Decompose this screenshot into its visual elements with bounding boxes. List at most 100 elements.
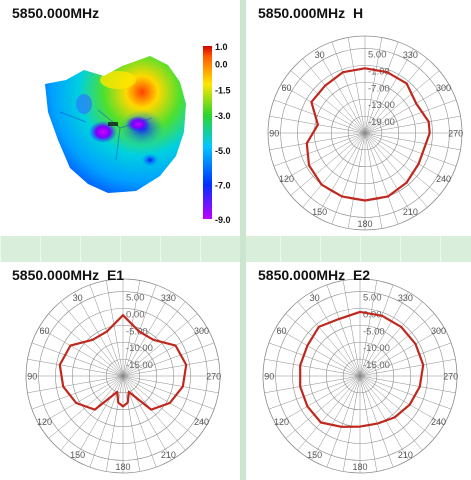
polar-ring-tick [406, 48, 414, 61]
polar-ring-tick [151, 284, 157, 297]
polar-radial-label: -5.00 [363, 326, 385, 337]
polar-ring-tick [105, 459, 109, 472]
polar-spoke [122, 375, 207, 391]
polar-ring-tick [38, 417, 51, 425]
polar-ring-tick [206, 390, 219, 394]
polar-spoke [317, 375, 361, 450]
polar-spoke [49, 333, 124, 377]
polar-spoke [122, 375, 166, 450]
polar-ring-tick [290, 187, 301, 196]
polar-ring-tick [297, 301, 306, 312]
polar-ring-tick [89, 455, 95, 468]
polar-ring-tick [326, 284, 332, 297]
polar-spoke [93, 296, 124, 377]
polar-spoke [286, 375, 361, 419]
polar-ring-tick [60, 301, 69, 312]
polar-angle-label: 300 [431, 326, 446, 336]
polar-spoke [310, 132, 366, 198]
polar-spoke [364, 132, 445, 163]
colorbar-label: -1.5 [215, 85, 231, 95]
polar-angle-label: 330 [398, 293, 413, 303]
polar-spoke [364, 49, 380, 134]
polar-angle-label: 30 [73, 293, 83, 303]
polar-radial-label: -7.00 [368, 83, 390, 94]
polar-ring-tick [326, 455, 332, 468]
polar-angle-label: 210 [398, 450, 413, 460]
polar-spoke [359, 333, 434, 377]
polar-ring-tick [177, 301, 186, 312]
polar-ring-tick [31, 342, 44, 348]
polar-ring-tick [342, 459, 346, 472]
polar-angle-label: 180 [357, 219, 372, 229]
polar-ring-tick [414, 301, 423, 312]
polar-ring-tick [302, 58, 311, 69]
polar-angle-label: 60 [276, 326, 286, 336]
polar-angle-label: 240 [436, 174, 451, 184]
polar-radial-label: -13.00 [368, 100, 395, 111]
polar-spoke [122, 302, 166, 377]
polar-ring-tick [285, 313, 296, 322]
polar-spoke [281, 132, 366, 148]
polar-radial-label: -15.00 [363, 360, 390, 371]
polar-ring-tick [264, 390, 277, 394]
polar-ring-tick [347, 216, 351, 229]
polar-ring-tick [429, 70, 440, 79]
polar-spoke [359, 321, 425, 377]
polar-panel-e2: 5850.000MHz E2 30 330 60 300 90 270 120 240 150 2… [246, 262, 471, 480]
polar-spoke [359, 375, 434, 419]
polar-ring-tick [437, 174, 450, 182]
polar-angle-label: 240 [431, 417, 446, 427]
polar-ring-tick [264, 358, 277, 362]
polar-ring-tick [275, 327, 288, 335]
polar-spoke [359, 375, 390, 456]
polar-e2-title: 5850.000MHz E2 [258, 267, 371, 283]
polar-spoke [122, 375, 197, 419]
polar-ring-tick [331, 41, 337, 54]
polar-angle-label: 120 [279, 174, 294, 184]
polar-spoke [122, 375, 153, 456]
polar-angle-label: 30 [310, 293, 320, 303]
polar-ring-tick [316, 205, 324, 218]
polar-spoke [350, 132, 366, 217]
polar-ring-tick [105, 280, 109, 293]
polar-spoke [305, 375, 361, 441]
polar-spoke [305, 311, 361, 377]
polar-ring-tick [89, 284, 95, 297]
polar-spoke [80, 302, 124, 377]
polar-ring-tick [297, 440, 306, 451]
polar-ring-tick [27, 390, 40, 394]
polar-ring-tick [273, 161, 286, 167]
polar-spoke [276, 375, 361, 391]
polar-e1-title: 5850.000MHz E1 [12, 267, 125, 283]
polar-angle-label: 180 [352, 462, 367, 472]
polar-spoke [359, 361, 444, 377]
polar-angle-label: 120 [37, 417, 52, 427]
surface-blob [45, 56, 186, 193]
polar-spoke [93, 375, 124, 456]
polar-ring-tick [401, 448, 409, 461]
polar-ring-tick [439, 342, 452, 348]
polar-ring-tick [137, 459, 141, 472]
polar-spoke [364, 132, 380, 217]
surface-panel: 5850.000MHz [0, 0, 240, 236]
polar-spoke [359, 296, 390, 377]
colorbar-label: -7.0 [215, 180, 231, 190]
vertical-separator [240, 0, 246, 480]
polar-ring-tick [311, 291, 319, 304]
polar-spoke [364, 68, 420, 134]
polar-spoke [345, 375, 361, 460]
polar-spoke [330, 375, 361, 456]
polar-ring-tick [38, 327, 51, 335]
polar-spoke [350, 49, 366, 134]
colorbar [203, 46, 212, 219]
polar-ring-tick [432, 417, 445, 425]
polar-trace [58, 314, 188, 411]
polar-ring-tick [48, 313, 59, 322]
polar-spoke [285, 103, 366, 134]
polar-spoke [364, 53, 395, 134]
polar-ring-tick [195, 417, 208, 425]
polar-angle-label: 30 [315, 50, 325, 60]
polar-ring-tick [316, 48, 324, 61]
polar-ring-tick [273, 99, 286, 105]
